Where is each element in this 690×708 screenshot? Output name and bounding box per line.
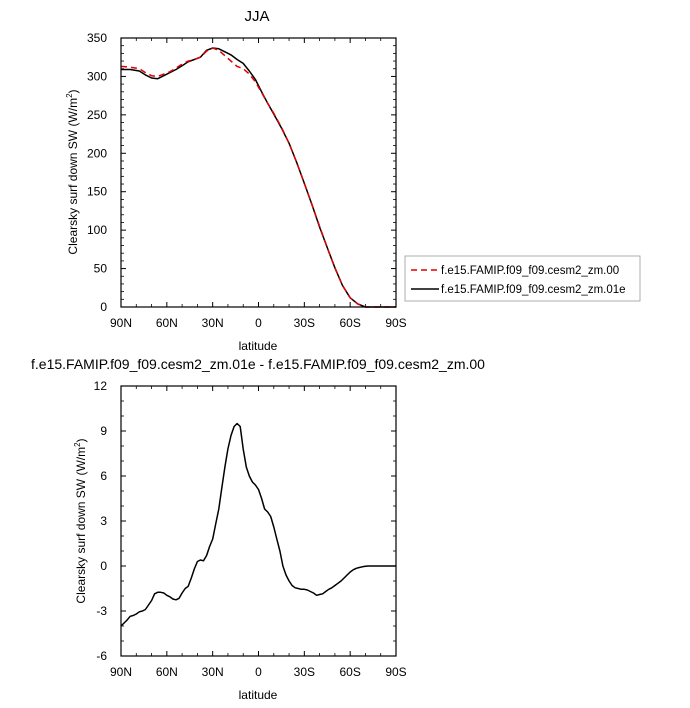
bottom-y-tick-label: 3 bbox=[100, 514, 107, 528]
top-ticks: 90N 60N 30N 0 30S 60S 90S 0 50 100 150 200 250 300 350 bbox=[87, 31, 407, 330]
bottom-chart-title: f.e15.FAMIP.f09_f09.cesm2_zm.01e - f.e15… bbox=[31, 356, 485, 372]
top-x-tick-label: 30S bbox=[294, 316, 315, 330]
bottom-y-axis-label-close: ) bbox=[74, 438, 88, 442]
top-x-tick-label: 30N bbox=[202, 316, 224, 330]
bottom-x-tick-label: 60N bbox=[156, 665, 178, 679]
bottom-x-tick-label: 30S bbox=[294, 665, 315, 679]
bottom-x-tick-label: 60S bbox=[339, 665, 360, 679]
bottom-chart: f.e15.FAMIP.f09_f09.cesm2_zm.01e - f.e15… bbox=[31, 356, 485, 702]
top-y-tick-label: 50 bbox=[94, 262, 108, 276]
bottom-y-tick-label: 6 bbox=[100, 469, 107, 483]
bottom-x-tick-label: 90N bbox=[110, 665, 132, 679]
top-x-tick-label: 90S bbox=[385, 316, 406, 330]
legend-box bbox=[404, 255, 641, 302]
top-y-tick-label: 100 bbox=[87, 223, 107, 237]
top-y-axis-label-sup: 2 bbox=[65, 93, 74, 98]
legend-entry-test: f.e15.FAMIP.f09_f09.cesm2_zm.01e bbox=[441, 284, 626, 296]
top-y-axis-label-main: Clearsky surf down SW (W/m bbox=[66, 98, 80, 255]
bottom-x-axis-label: latitude bbox=[239, 688, 278, 702]
top-x-tick-label: 90N bbox=[110, 316, 132, 330]
bottom-y-tick-label: 0 bbox=[100, 559, 107, 573]
top-plot-frame bbox=[120, 37, 397, 308]
bottom-y-axis-label-sup: 2 bbox=[73, 442, 82, 447]
legend: f.e15.FAMIP.f09_f09.cesm2_zm.00 f.e15.FA… bbox=[404, 255, 641, 302]
bottom-x-tick-label: 90S bbox=[385, 665, 406, 679]
bottom-ticks: 90N 60N 30N 0 30S 60S 90S -6 -3 0 3 6 9 12 bbox=[94, 379, 407, 679]
top-y-tick-label: 150 bbox=[87, 185, 107, 199]
bottom-series-line-0 bbox=[120, 422, 396, 627]
top-chart: JJA 90N 60N 30N 0 30S 60S 90S 0 50 100 150 200 250 30… bbox=[65, 8, 641, 353]
legend-entry-control: f.e15.FAMIP.f09_f09.cesm2_zm.00 bbox=[441, 265, 619, 277]
bottom-x-tick-label: 30N bbox=[202, 665, 224, 679]
top-series-layer bbox=[120, 47, 396, 308]
top-y-tick-label: 0 bbox=[100, 300, 107, 314]
top-x-tick-label: 60S bbox=[339, 316, 360, 330]
bottom-y-axis-label-main: Clearsky surf down SW (W/m bbox=[74, 447, 88, 604]
top-y-tick-label: 200 bbox=[87, 146, 107, 160]
bottom-y-tick-label: 9 bbox=[100, 424, 107, 438]
bottom-y-tick-label: -6 bbox=[96, 649, 107, 663]
bottom-x-tick-label: 0 bbox=[255, 665, 262, 679]
bottom-plot-frame bbox=[120, 385, 397, 657]
bottom-y-axis-label: Clearsky surf down SW (W/m2) bbox=[73, 438, 88, 603]
top-y-axis-label: Clearsky surf down SW (W/m2) bbox=[65, 89, 80, 254]
top-y-tick-label: 300 bbox=[87, 69, 107, 83]
top-y-tick-label: 250 bbox=[87, 108, 107, 122]
top-x-tick-label: 0 bbox=[255, 316, 262, 330]
top-y-tick-label: 350 bbox=[87, 31, 107, 45]
bottom-series-layer bbox=[120, 422, 396, 627]
top-chart-title: JJA bbox=[244, 8, 269, 25]
top-x-axis-label: latitude bbox=[239, 339, 278, 353]
top-series-line-0 bbox=[120, 47, 396, 308]
top-x-tick-label: 60N bbox=[156, 316, 178, 330]
top-y-axis-label-close: ) bbox=[66, 89, 80, 93]
bottom-y-tick-label: 12 bbox=[94, 379, 108, 393]
bottom-y-tick-label: -3 bbox=[96, 604, 107, 618]
